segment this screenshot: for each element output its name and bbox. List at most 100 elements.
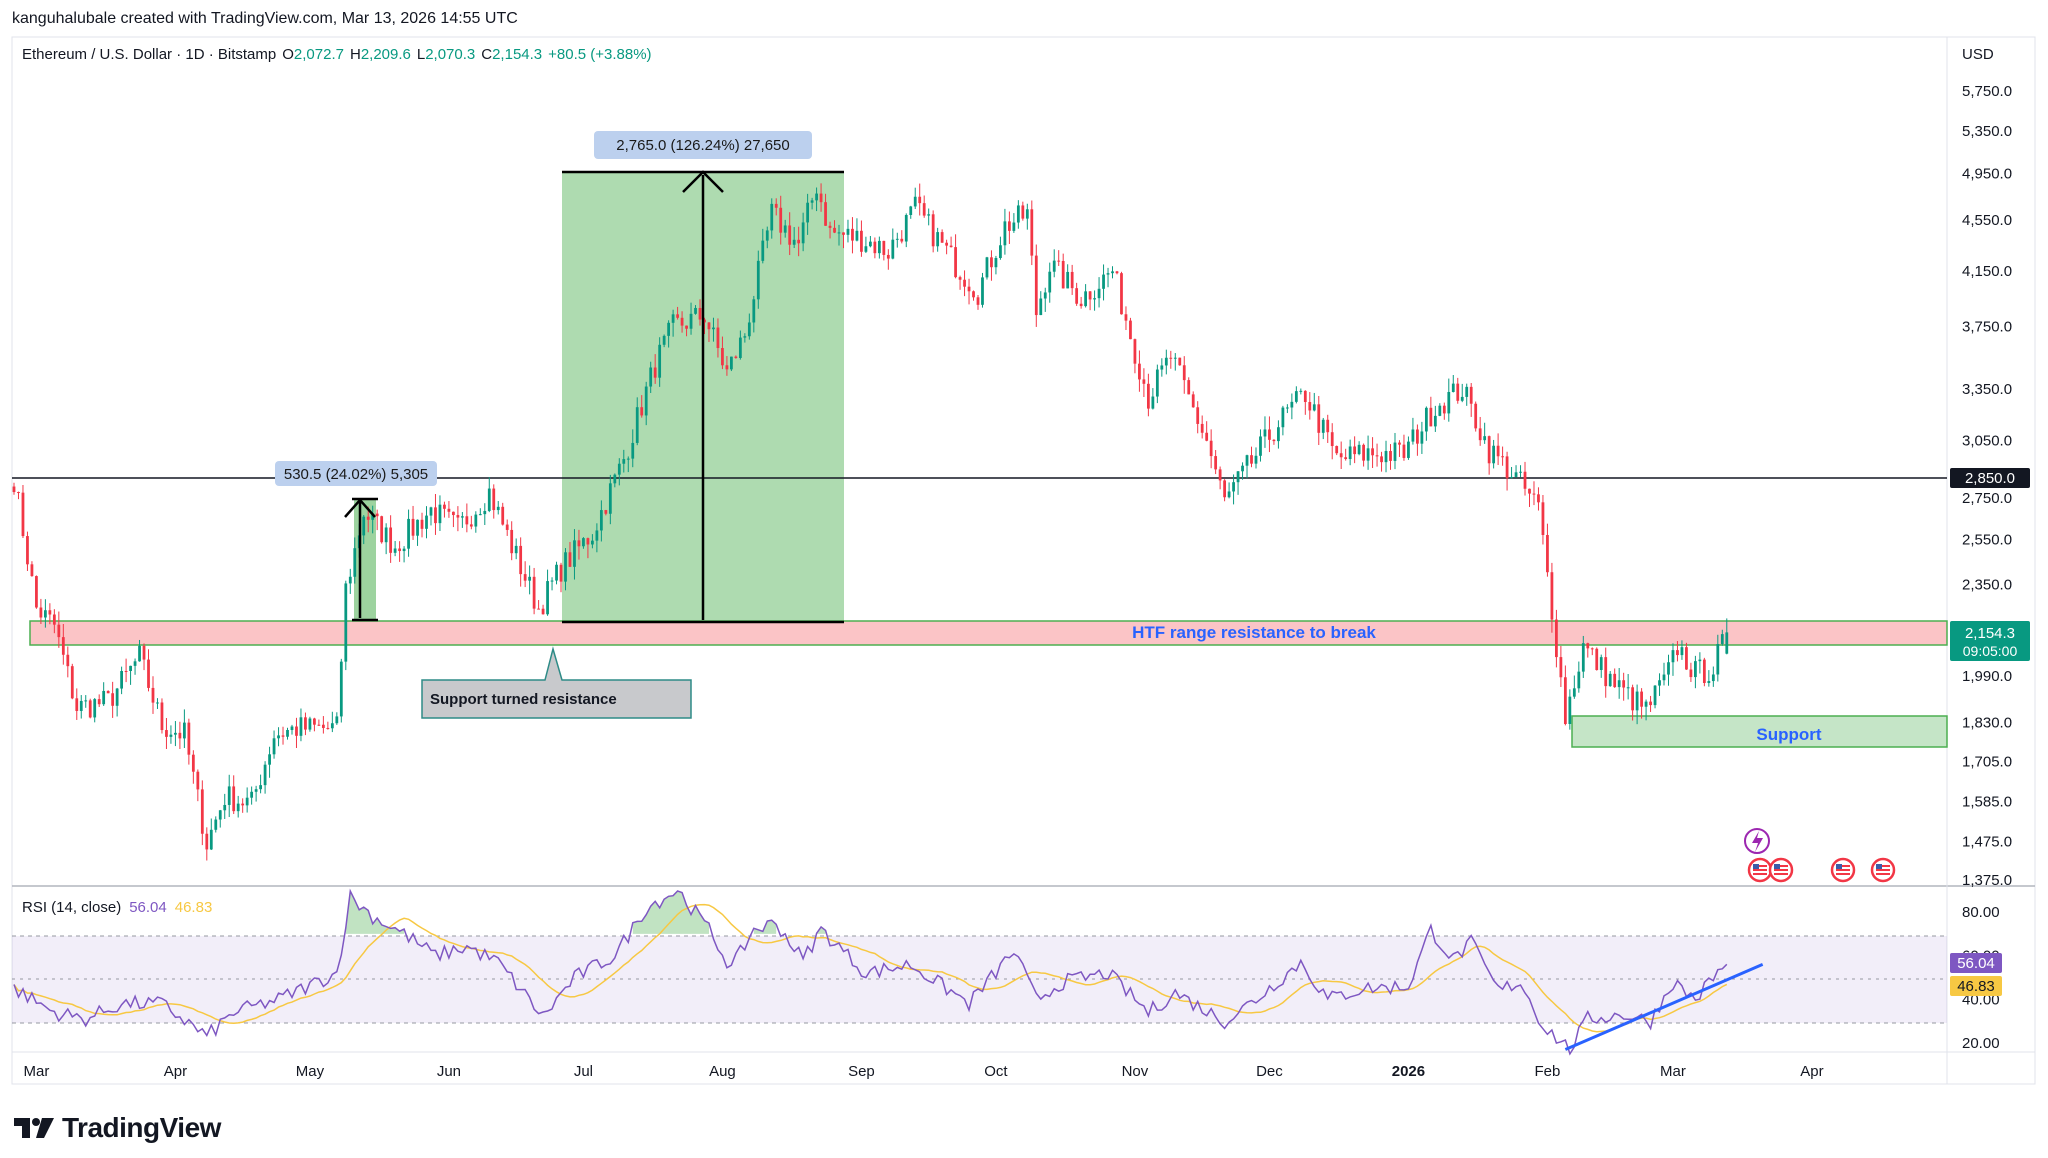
lightning-event-icon[interactable]	[1744, 828, 1770, 854]
candle-body	[891, 239, 895, 259]
chart-canvas[interactable]: 530.5 (24.02%) 5,305 2,765.0 (126.24%) 2…	[0, 0, 2048, 1100]
htf-resistance-zone[interactable]	[29, 620, 1948, 646]
candle-body	[317, 724, 321, 726]
rsi-ma-value: 46.83	[175, 899, 213, 916]
last-price-label-box	[1950, 621, 2030, 661]
candlestick-series	[12, 183, 1729, 861]
candle-body	[927, 214, 931, 216]
candle-body	[133, 661, 137, 666]
candle-body	[895, 238, 899, 240]
candle-body	[1438, 405, 1442, 416]
tradingview-logo-icon	[14, 1116, 56, 1140]
candle-body	[788, 225, 792, 245]
rsi-tick-label: 20.00	[1962, 1035, 2000, 1052]
candle-body	[635, 407, 639, 443]
candle-body	[1357, 444, 1361, 455]
candle-body	[667, 322, 671, 336]
candle-body	[599, 510, 603, 531]
candle-body	[416, 519, 419, 536]
chart-credit: kanguhalubale created with TradingView.c…	[12, 10, 518, 27]
candle-body	[1034, 255, 1038, 316]
hline-price-label-box	[1950, 468, 2030, 488]
candle-body	[169, 734, 173, 737]
candle-body	[873, 241, 877, 254]
candle-body	[48, 610, 52, 615]
tradingview-logo[interactable]: TradingView	[14, 1110, 221, 1146]
candle-body	[904, 215, 908, 242]
candle-body	[402, 548, 406, 552]
price-tick-label: 4,150.0	[1962, 263, 2012, 280]
candle-body	[1106, 273, 1110, 275]
time-tick-label: Apr	[1800, 1063, 1823, 1080]
candle-body	[824, 202, 827, 226]
candle-body	[1375, 455, 1379, 457]
candle-body	[43, 610, 47, 618]
candle-body	[626, 458, 630, 460]
candle-body	[1725, 632, 1729, 654]
candle-body	[1644, 701, 1648, 707]
candle-body	[1532, 493, 1536, 495]
candle-body	[967, 286, 971, 292]
candle-body	[1689, 669, 1693, 678]
candle-body	[653, 367, 657, 378]
candle-body	[380, 516, 384, 543]
candle-body	[200, 789, 204, 834]
candle-body	[124, 671, 128, 673]
candle-body	[810, 200, 814, 203]
candle-body	[1344, 457, 1348, 460]
price-tick-label: 3,750.0	[1962, 319, 2012, 336]
candle-body	[1218, 469, 1222, 481]
candle-body	[1487, 436, 1491, 464]
candle-body	[456, 515, 460, 518]
candle-body	[649, 367, 653, 387]
rsi-line	[13, 888, 1728, 1056]
candle-body	[268, 754, 271, 765]
candle-body	[1111, 271, 1114, 274]
events-icons[interactable]	[1744, 828, 1896, 883]
candle-body	[1563, 677, 1567, 725]
price-tick-label: 1,830.0	[1962, 714, 2012, 731]
us-flag-event-icon[interactable]	[1870, 857, 1896, 883]
htf-resistance-label: HTF range resistance to break	[1132, 623, 1376, 642]
candle-body	[842, 232, 845, 235]
candle-body	[1317, 404, 1321, 433]
measure-big-label: 2,765.0 (126.24%) 27,650	[616, 137, 789, 154]
candle-body	[1514, 472, 1518, 477]
candle-body	[1075, 288, 1079, 304]
candle-body	[1420, 431, 1424, 444]
candle-body	[541, 608, 545, 615]
price-tick-label: 2,550.0	[1962, 531, 2012, 548]
candle-body	[671, 314, 675, 323]
us-flag-event-icon[interactable]	[1830, 857, 1856, 883]
candle-body	[1698, 659, 1702, 662]
candle-body	[945, 242, 949, 246]
candle-body	[1362, 444, 1365, 461]
price-tick-label: 5,350.0	[1962, 123, 2012, 140]
candle-body	[1451, 383, 1455, 392]
candle-body	[1079, 303, 1083, 307]
candle-body	[608, 483, 612, 514]
candle-body	[1483, 436, 1487, 441]
candle-body	[783, 225, 787, 233]
rsi-overbought-fill	[345, 891, 405, 934]
us-flag-event-icon[interactable]	[1747, 857, 1773, 883]
us-flag-event-icon[interactable]	[1768, 857, 1794, 883]
candle-body	[12, 486, 16, 493]
support-zone[interactable]	[1571, 715, 1948, 748]
candle-body	[680, 317, 684, 326]
candle-body	[330, 723, 334, 729]
candle-body	[339, 661, 343, 717]
support-turned-resistance-callout[interactable]	[421, 646, 692, 719]
candle-body	[1088, 291, 1092, 300]
rsi-trendline[interactable]	[1564, 963, 1764, 1051]
candle-body	[160, 702, 164, 731]
candle-body	[972, 291, 975, 298]
currency-label[interactable]: USD	[1962, 46, 1994, 63]
candle-body	[613, 474, 617, 484]
candle-body	[1182, 365, 1186, 381]
candle-body	[1671, 650, 1675, 663]
candle-body	[1707, 681, 1711, 683]
candle-body	[662, 335, 666, 345]
candle-body	[532, 576, 536, 609]
candle-body	[721, 348, 724, 366]
